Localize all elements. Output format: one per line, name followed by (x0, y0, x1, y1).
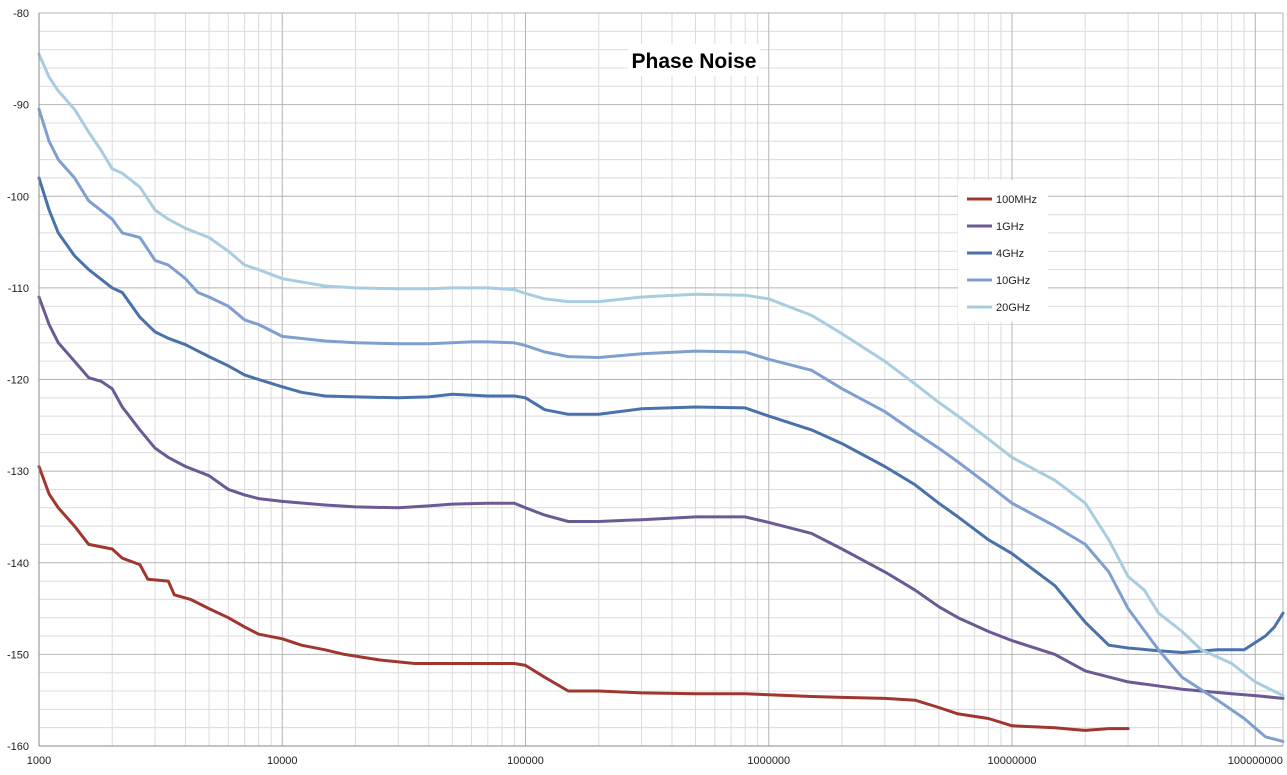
x-tick-label: 100000000 (1228, 755, 1283, 767)
series-line-100mhz (37, 465, 1130, 732)
legend-label: 4GHz (996, 248, 1024, 260)
y-tick-label: -90 (13, 100, 29, 112)
legend-label: 100MHz (996, 194, 1037, 206)
x-tick-label: 1000 (27, 755, 51, 767)
legend-box (958, 180, 1048, 322)
y-tick-label: -100 (7, 191, 29, 203)
series-line-4ghz (37, 176, 1285, 654)
x-tick-label: 1000000 (747, 755, 790, 767)
grid-layer (38, 12, 1284, 747)
legend-label: 1GHz (996, 221, 1024, 233)
y-tick-label: -80 (13, 8, 29, 20)
y-tick-label: -140 (7, 558, 29, 570)
x-tick-label: 10000000 (988, 755, 1037, 767)
y-tick-label: -150 (7, 649, 29, 661)
x-tick-label: 10000 (267, 755, 298, 767)
y-tick-label: -120 (7, 375, 29, 387)
legend: 100MHz 1GHz 4GHz 10GHz 20GHz (958, 180, 1048, 322)
legend-label: 10GHz (996, 275, 1030, 287)
legend-label: 20GHz (996, 302, 1030, 314)
y-tick-label: -110 (8, 283, 29, 295)
chart-title-background (628, 44, 760, 76)
title-layer: Phase Noise (628, 44, 760, 76)
y-tick-label: -130 (7, 466, 29, 478)
series-line-20ghz (37, 52, 1285, 698)
chart-title: Phase Noise (632, 50, 757, 73)
axis-layer: -160 -150 -140 -130 -120 -110 -100 -90 -80 1000 10… (7, 8, 1283, 767)
x-tick-label: 100000 (507, 755, 544, 767)
series-line-10ghz (37, 107, 1285, 743)
series-layer (37, 52, 1285, 743)
y-tick-label: -160 (7, 741, 29, 753)
series-line-1ghz (37, 295, 1285, 700)
